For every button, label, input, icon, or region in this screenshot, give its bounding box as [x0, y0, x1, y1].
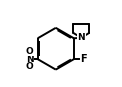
Text: O: O: [26, 62, 34, 72]
Text: O: O: [26, 47, 34, 56]
Text: N: N: [26, 55, 34, 64]
Text: N: N: [77, 33, 85, 42]
Text: F: F: [80, 54, 87, 64]
